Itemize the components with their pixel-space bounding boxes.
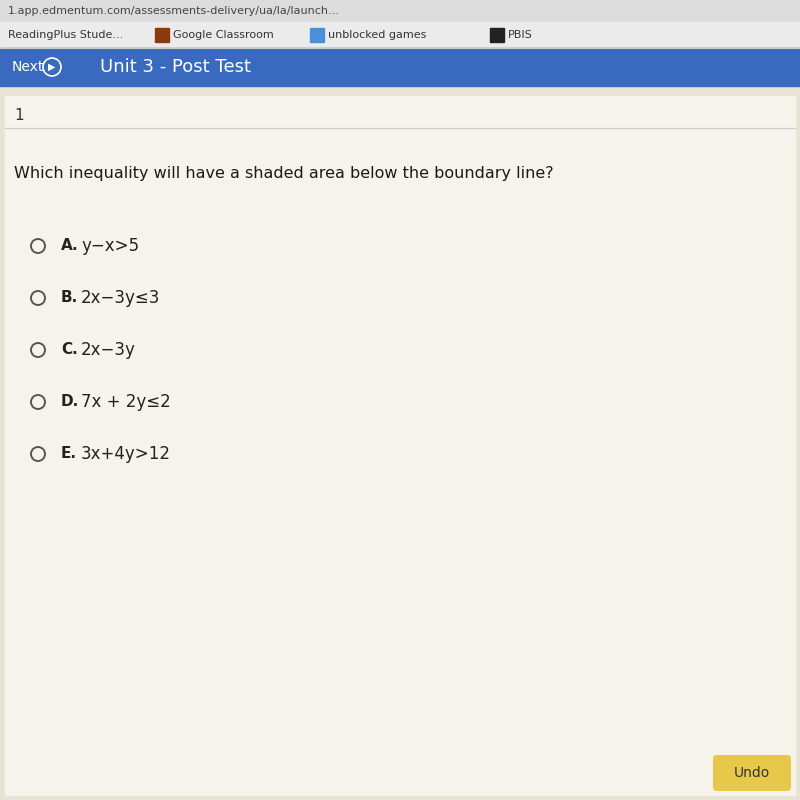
Text: 2x−3y: 2x−3y xyxy=(81,341,136,359)
Text: Undo: Undo xyxy=(734,766,770,780)
Bar xyxy=(0,48,800,86)
Text: unblocked games: unblocked games xyxy=(328,30,426,40)
Bar xyxy=(155,28,169,42)
Text: Google Classroom: Google Classroom xyxy=(173,30,274,40)
Text: 7x + 2y≤2: 7x + 2y≤2 xyxy=(81,393,170,411)
Text: 1: 1 xyxy=(14,108,24,123)
Text: A.: A. xyxy=(61,238,78,254)
Text: 1.app.edmentum.com/assessments-delivery/ua/la/launch...: 1.app.edmentum.com/assessments-delivery/… xyxy=(8,6,340,16)
Bar xyxy=(490,28,504,42)
FancyBboxPatch shape xyxy=(713,755,791,791)
Text: y−x>5: y−x>5 xyxy=(81,237,139,255)
Bar xyxy=(0,22,800,48)
Bar xyxy=(310,28,324,42)
Text: ReadingPlus Stude...: ReadingPlus Stude... xyxy=(8,30,123,40)
Text: Next: Next xyxy=(12,60,44,74)
Text: 3x+4y>12: 3x+4y>12 xyxy=(81,445,171,463)
Text: C.: C. xyxy=(61,342,78,358)
Text: D.: D. xyxy=(61,394,79,410)
Text: B.: B. xyxy=(61,290,78,306)
Text: Unit 3 - Post Test: Unit 3 - Post Test xyxy=(100,58,251,76)
Text: ▶: ▶ xyxy=(48,62,56,72)
Bar xyxy=(5,96,795,795)
Text: Which inequality will have a shaded area below the boundary line?: Which inequality will have a shaded area… xyxy=(14,166,554,181)
Text: PBIS: PBIS xyxy=(508,30,533,40)
Text: E.: E. xyxy=(61,446,77,462)
Text: 2x−3y≤3: 2x−3y≤3 xyxy=(81,289,160,307)
Bar xyxy=(0,0,800,22)
